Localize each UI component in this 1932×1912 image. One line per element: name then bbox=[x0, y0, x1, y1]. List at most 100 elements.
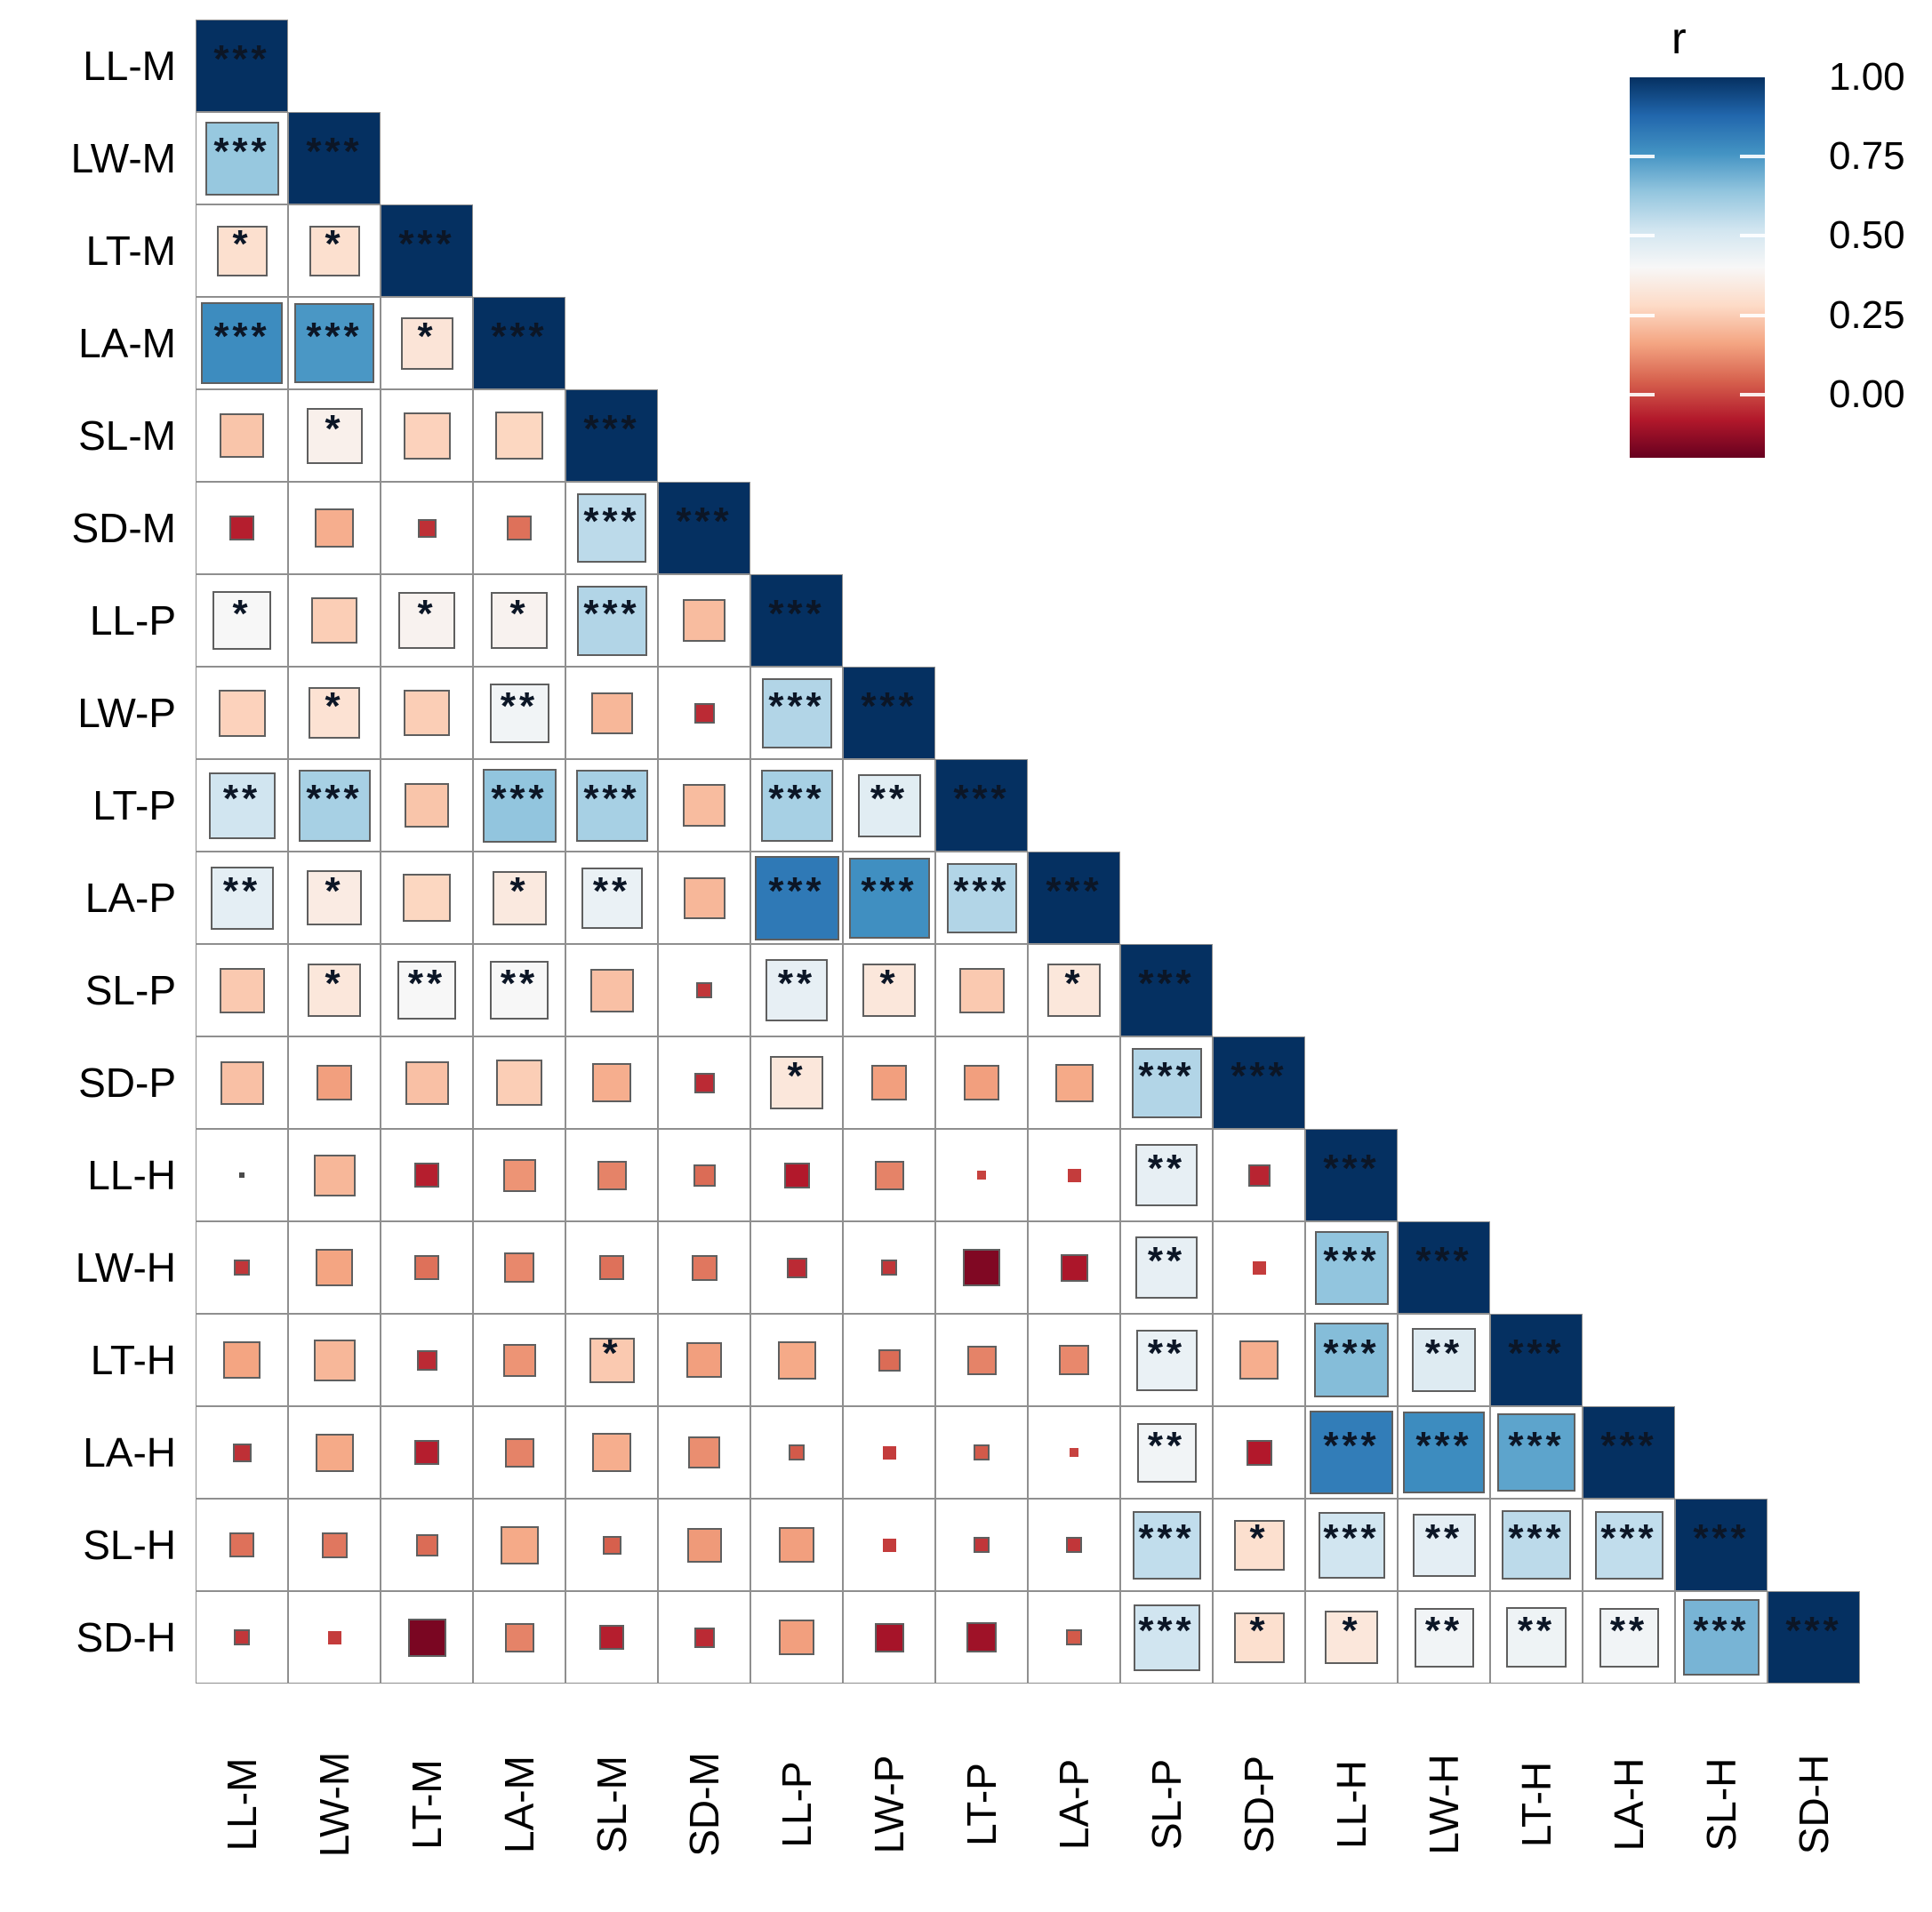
matrix-cell bbox=[1213, 1221, 1305, 1314]
significance-stars: *** bbox=[1508, 1331, 1565, 1375]
matrix-cell: * bbox=[381, 297, 473, 389]
matrix-cell: * bbox=[473, 574, 565, 667]
matrix-cell: *** bbox=[750, 574, 843, 667]
matrix-cell: ** bbox=[1120, 1221, 1213, 1314]
significance-stars: ** bbox=[592, 868, 631, 913]
matrix-cell: *** bbox=[288, 112, 381, 204]
row-label: SL-M bbox=[78, 412, 176, 459]
correlation-square bbox=[414, 1255, 439, 1280]
significance-stars: *** bbox=[676, 499, 733, 543]
correlation-square bbox=[309, 225, 360, 276]
colorbar-tick-mark bbox=[1740, 155, 1765, 159]
legend-title: r bbox=[1671, 13, 1687, 63]
correlation-square bbox=[308, 964, 361, 1017]
col-label: LW-P bbox=[866, 1755, 912, 1854]
matrix-cell bbox=[935, 1036, 1028, 1129]
matrix-cell bbox=[658, 574, 750, 667]
matrix-cell bbox=[658, 759, 750, 852]
significance-stars: *** bbox=[1415, 1238, 1472, 1283]
matrix-cell: *** bbox=[1490, 1499, 1583, 1591]
matrix-cell: ** bbox=[1398, 1314, 1490, 1406]
correlation-square bbox=[686, 1527, 722, 1563]
matrix-cell: *** bbox=[565, 389, 658, 482]
significance-stars: *** bbox=[398, 221, 455, 266]
correlation-square bbox=[417, 518, 437, 538]
colorbar-tick-mark bbox=[1630, 392, 1655, 396]
correlation-square bbox=[1070, 1448, 1078, 1457]
significance-stars: *** bbox=[1138, 1053, 1195, 1098]
correlation-square bbox=[223, 1341, 261, 1379]
significance-stars: * bbox=[325, 406, 344, 451]
row-label: LW-H bbox=[75, 1244, 176, 1291]
correlation-square bbox=[403, 412, 451, 460]
correlation-square bbox=[977, 1171, 986, 1180]
correlation-square bbox=[599, 1625, 624, 1650]
matrix-cell: * bbox=[288, 667, 381, 759]
correlation-square bbox=[234, 1629, 250, 1645]
significance-stars: ** bbox=[222, 868, 261, 913]
matrix-cell: *** bbox=[381, 204, 473, 297]
significance-stars: ** bbox=[1424, 1516, 1463, 1560]
correlation-square bbox=[958, 967, 1005, 1013]
matrix-cell bbox=[750, 1221, 843, 1314]
col-label: SL-P bbox=[1143, 1758, 1190, 1851]
significance-stars: *** bbox=[1138, 1608, 1195, 1652]
correlation-square bbox=[874, 1160, 904, 1190]
matrix-cell bbox=[658, 1591, 750, 1684]
significance-stars: *** bbox=[306, 776, 363, 820]
matrix-cell bbox=[1213, 1406, 1305, 1499]
correlation-square bbox=[212, 591, 271, 650]
matrix-cell: *** bbox=[1675, 1499, 1768, 1591]
correlation-square bbox=[313, 1154, 356, 1196]
correlation-square bbox=[315, 508, 354, 548]
matrix-cell bbox=[565, 1499, 658, 1591]
correlation-square bbox=[1318, 1511, 1385, 1579]
correlation-square bbox=[1599, 1607, 1659, 1668]
correlation-square bbox=[857, 773, 921, 837]
matrix-cell bbox=[565, 1406, 658, 1499]
correlation-square bbox=[229, 516, 254, 540]
correlation-square bbox=[966, 1622, 997, 1652]
colorbar-tick-label: 0.50 bbox=[1829, 213, 1905, 258]
matrix-cell: * bbox=[1028, 944, 1120, 1036]
matrix-cell: ** bbox=[843, 759, 935, 852]
row-label: SD-M bbox=[71, 505, 176, 551]
matrix-cell: *** bbox=[196, 297, 288, 389]
significance-stars: ** bbox=[1147, 1331, 1186, 1375]
matrix-cell: *** bbox=[565, 759, 658, 852]
matrix-cell: *** bbox=[843, 667, 935, 759]
col-label: LW-M bbox=[311, 1751, 357, 1858]
correlation-square bbox=[783, 1162, 810, 1188]
correlation-square bbox=[963, 1249, 1000, 1286]
colorbar-tick-mark bbox=[1630, 234, 1655, 238]
matrix-cell: * bbox=[288, 944, 381, 1036]
correlation-square bbox=[874, 1622, 904, 1652]
matrix-cell: *** bbox=[1120, 1036, 1213, 1129]
matrix-cell bbox=[565, 1129, 658, 1221]
correlation-square bbox=[1135, 1144, 1198, 1206]
significance-stars: *** bbox=[1508, 1423, 1565, 1468]
significance-stars: *** bbox=[1323, 1423, 1380, 1468]
row-label: LL-P bbox=[89, 597, 176, 644]
matrix-cell: *** bbox=[565, 482, 658, 574]
row-label: LW-P bbox=[77, 690, 176, 736]
correlation-square bbox=[862, 964, 916, 1017]
significance-stars: *** bbox=[491, 314, 548, 358]
correlation-square bbox=[507, 516, 532, 540]
correlation-square bbox=[1502, 1510, 1571, 1580]
correlation-square bbox=[1247, 1164, 1271, 1187]
row-label: LT-M bbox=[85, 228, 176, 274]
matrix-cell: * bbox=[196, 574, 288, 667]
significance-stars: *** bbox=[1046, 868, 1102, 913]
matrix-cell: *** bbox=[1398, 1406, 1490, 1499]
significance-stars: *** bbox=[1600, 1516, 1657, 1560]
matrix-cell bbox=[381, 389, 473, 482]
matrix-cell: * bbox=[288, 204, 381, 297]
correlation-square bbox=[761, 677, 832, 748]
matrix-cell bbox=[1213, 1314, 1305, 1406]
significance-stars: *** bbox=[583, 776, 640, 820]
matrix-cell bbox=[381, 482, 473, 574]
correlation-square bbox=[307, 870, 362, 925]
matrix-cell: ** bbox=[750, 944, 843, 1036]
matrix-cell bbox=[381, 1221, 473, 1314]
